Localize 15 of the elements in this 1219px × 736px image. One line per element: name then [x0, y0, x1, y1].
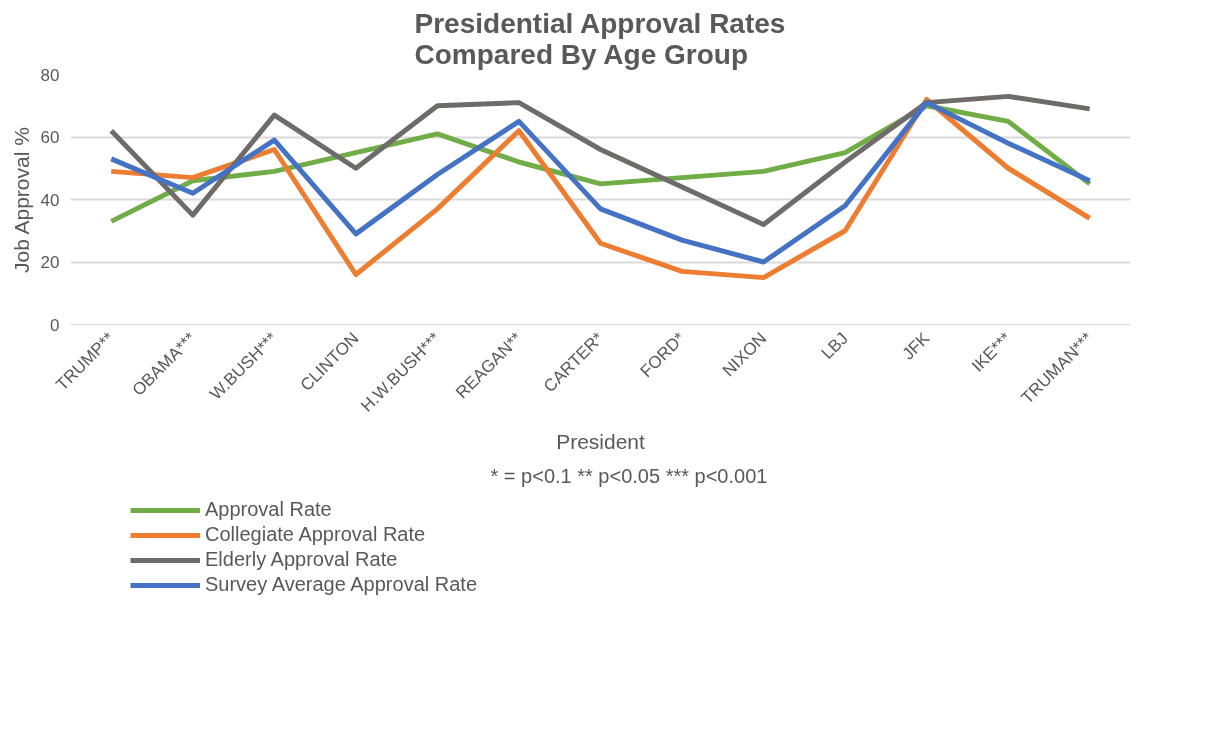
x-tick-label: LBJ — [817, 328, 852, 363]
legend-label: Approval Rate — [205, 498, 332, 521]
x-tick-label: JFK — [898, 328, 934, 364]
x-axis-title: President — [556, 430, 646, 454]
legend-label: Elderly Approval Rate — [205, 548, 398, 571]
y-tick-label: 40 — [40, 190, 60, 210]
legend-label: Collegiate Approval Rate — [205, 523, 426, 546]
y-tick-label: 80 — [40, 65, 60, 85]
chart-title: Presidential Approval Rates Compared By Age Group — [414, 7, 786, 70]
legend-label: Survey Average Approval Rate — [205, 573, 478, 596]
y-tick-label: 20 — [40, 253, 60, 272]
y-axis-title: Job Approval % — [9, 127, 33, 274]
text: * = p<0.1 ** p<0.05 *** p<0.001 — [490, 464, 768, 487]
y-tick-label: 0 — [50, 315, 60, 335]
y-tick-label: 60 — [40, 128, 60, 147]
